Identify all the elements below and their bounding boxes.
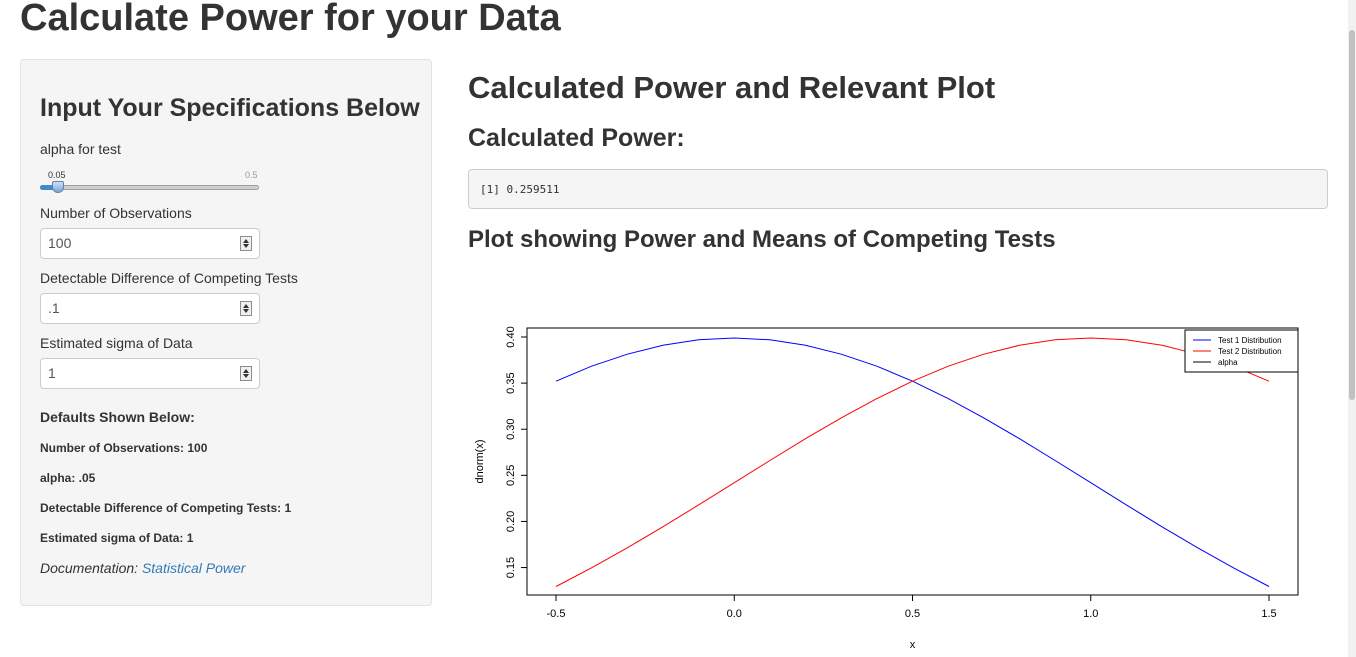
sigma-input[interactable]: 1	[40, 358, 260, 389]
spinner-down-icon[interactable]	[243, 309, 249, 313]
n-obs-label: Number of Observations	[40, 205, 192, 221]
y-axis-label: dnorm(x)	[474, 439, 486, 483]
documentation-prefix: Documentation:	[40, 560, 139, 576]
y-tick-label: 0.15	[505, 557, 517, 578]
sigma-spinner[interactable]	[240, 366, 252, 381]
y-tick-label: 0.30	[505, 419, 517, 440]
power-heading: Calculated Power:	[468, 124, 685, 152]
sidebar-panel: Input Your Specifications Below alpha fo…	[20, 59, 432, 606]
series-line	[555, 337, 1270, 587]
diff-spinner[interactable]	[240, 301, 252, 316]
diff-label: Detectable Difference of Competing Tests	[40, 270, 298, 286]
defaults-item: alpha: .05	[40, 471, 96, 485]
x-tick-label: 1.0	[1083, 608, 1098, 620]
sidebar-heading: Input Your Specifications Below	[40, 94, 420, 122]
sigma-label: Estimated sigma of Data	[40, 335, 193, 351]
defaults-item: Detectable Difference of Competing Tests…	[40, 501, 292, 515]
plot-frame	[526, 327, 1299, 596]
y-tick-label: 0.40	[505, 326, 517, 347]
y-tick-label: 0.25	[505, 465, 517, 486]
spinner-down-icon[interactable]	[243, 244, 249, 248]
legend-label: Test 1 Distribution	[1218, 336, 1282, 345]
series-line	[555, 337, 1270, 587]
y-tick-label: 0.20	[505, 511, 517, 532]
scrollbar-thumb[interactable]	[1349, 30, 1355, 400]
x-tick-label: 0.5	[905, 608, 920, 620]
spinner-down-icon[interactable]	[243, 374, 249, 378]
page-title: Calculate Power for your Data	[20, 0, 561, 39]
spinner-up-icon[interactable]	[243, 369, 249, 373]
documentation-link[interactable]: Statistical Power	[141, 560, 246, 576]
spinner-up-icon[interactable]	[243, 304, 249, 308]
slider-track[interactable]	[40, 185, 259, 190]
defaults-item: Estimated sigma of Data: 1	[40, 531, 194, 545]
x-tick-label: 1.5	[1261, 608, 1276, 620]
legend-label: Test 2 Distribution	[1218, 347, 1282, 356]
n-obs-input[interactable]: 100	[40, 228, 260, 259]
defaults-item: Number of Observations: 100	[40, 441, 208, 455]
power-plot: -0.5 0.0 0.5 1.0 1.5 0.15 0.20 0.25 0.30 0.35 0.40…	[474, 326, 1299, 651]
power-output: [1] 0.259511	[468, 169, 1328, 209]
page-scrollbar[interactable]	[1348, 0, 1356, 657]
main-title: Calculated Power and Relevant Plot	[468, 70, 996, 105]
diff-input[interactable]: .1	[40, 293, 260, 324]
n-obs-value: 100	[48, 235, 72, 251]
y-tick-label: 0.35	[505, 372, 517, 393]
sigma-value: 1	[48, 365, 56, 381]
slider-handle[interactable]	[52, 181, 64, 193]
spinner-up-icon[interactable]	[243, 239, 249, 243]
slider-min-label: 0.05	[48, 170, 66, 180]
legend-label: alpha	[1218, 358, 1238, 367]
slider-max-label: 0.5	[245, 170, 258, 180]
n-obs-spinner[interactable]	[240, 236, 252, 251]
slider-fill	[40, 185, 58, 190]
defaults-heading: Defaults Shown Below:	[40, 409, 195, 425]
x-tick-label: 0.0	[727, 608, 742, 620]
alpha-label: alpha for test	[40, 141, 121, 157]
x-axis-label: x	[910, 639, 916, 651]
documentation-line: Documentation: Statistical Power	[40, 560, 245, 576]
diff-value: .1	[48, 300, 60, 316]
alpha-slider[interactable]: 0.05 0.5	[40, 170, 262, 200]
x-tick-label: -0.5	[547, 608, 566, 620]
plot-heading: Plot showing Power and Means of Competin…	[468, 226, 1056, 253]
